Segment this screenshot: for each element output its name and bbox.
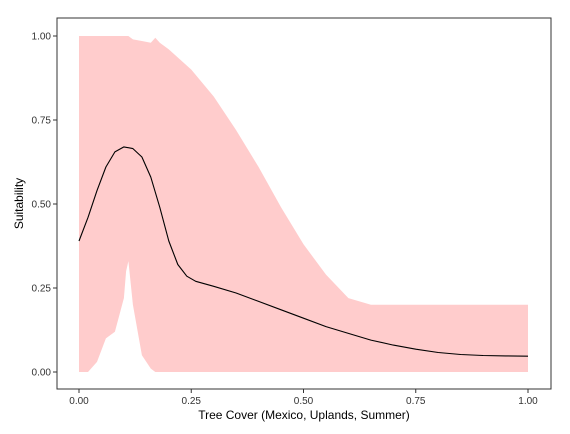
y-tick-label: 0.25 [32,284,52,295]
x-axis-ticks: 0.00 0.25 0.50 0.75 1.00 [69,389,538,407]
confidence-band [79,36,528,372]
x-tick-label: 0.00 [69,396,89,407]
x-tick-label: 0.25 [182,396,202,407]
y-tick-label: 0.00 [32,368,52,379]
x-tick-label: 0.50 [294,396,314,407]
confidence-band-layer [79,36,528,372]
y-tick-label: 1.00 [32,32,52,43]
y-axis-ticks: 0.00 0.25 0.50 0.75 1.00 [32,32,57,379]
x-tick-label: 1.00 [518,396,538,407]
series-line [78,146,529,357]
y-tick-label: 0.50 [32,200,52,211]
y-axis-title: Suitability [12,178,26,229]
y-tick-label: 0.75 [32,116,52,127]
x-axis-title: Tree Cover (Mexico, Uplands, Summer) [198,408,410,422]
x-tick-label: 0.75 [406,396,426,407]
series-line-layer [78,146,529,357]
